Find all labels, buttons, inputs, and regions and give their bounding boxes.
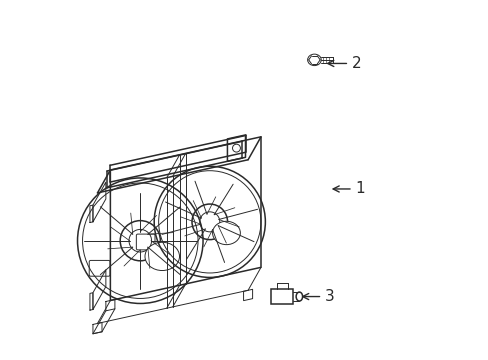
Ellipse shape (145, 242, 179, 270)
Text: 2: 2 (327, 56, 361, 71)
Ellipse shape (212, 221, 240, 245)
Text: 3: 3 (302, 289, 334, 304)
Text: 1: 1 (332, 181, 365, 197)
